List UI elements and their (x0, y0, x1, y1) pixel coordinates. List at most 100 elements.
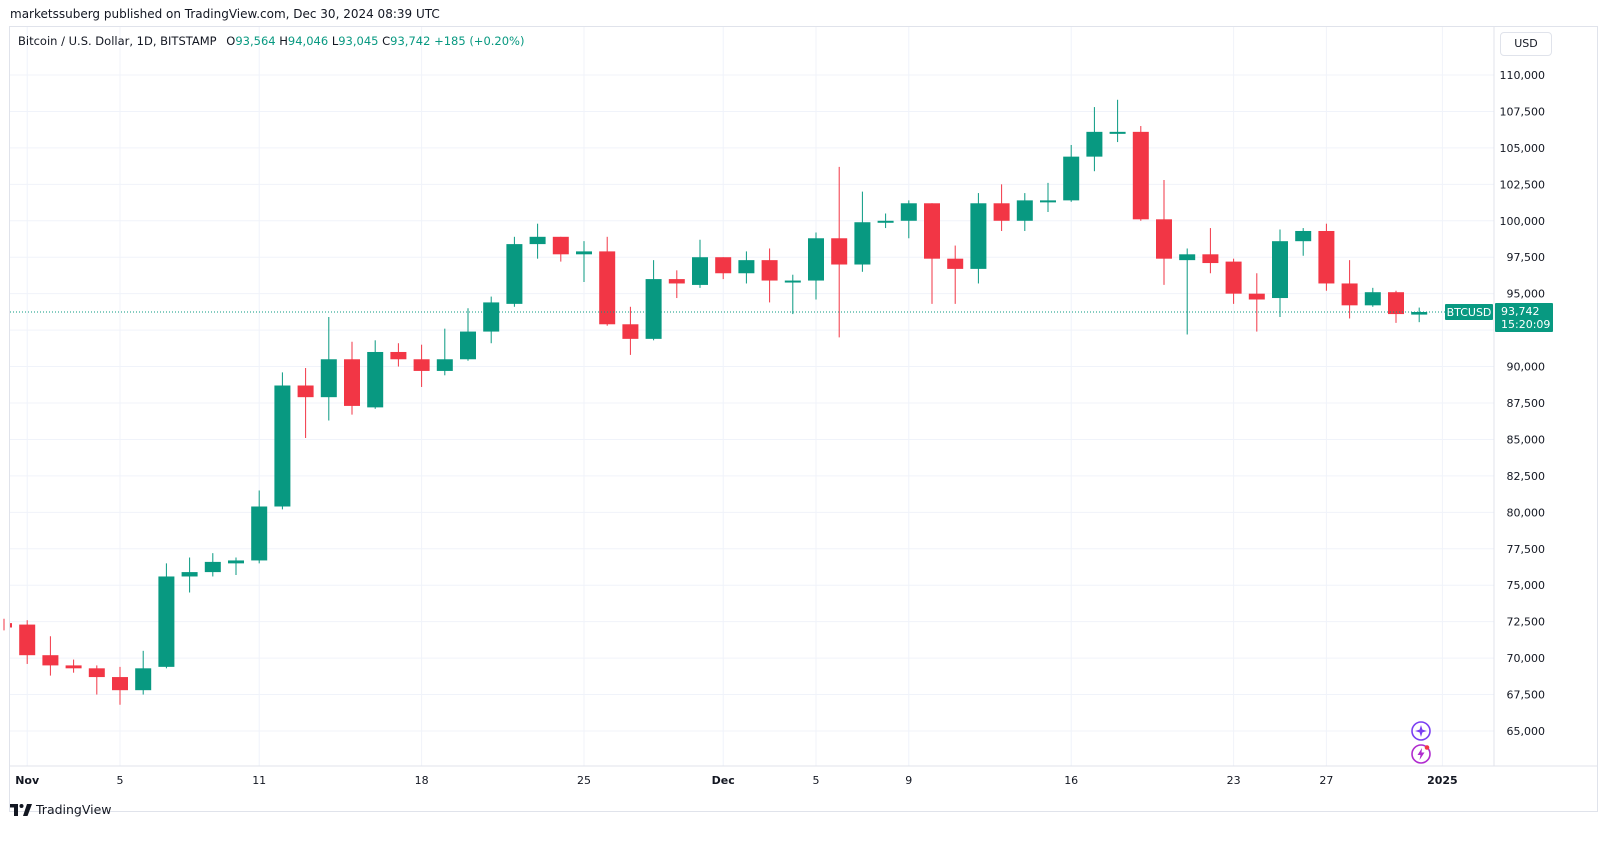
candle-body (251, 506, 268, 561)
legend-low-value: 93,045 (338, 34, 379, 48)
price-tick-label: 110,000 (1500, 69, 1546, 82)
price-tick-label: 95,000 (1507, 288, 1546, 301)
candle (784, 274, 801, 315)
candle (1202, 228, 1219, 274)
candle-body (65, 665, 82, 669)
candle (506, 236, 523, 307)
candle (715, 257, 732, 280)
candle (413, 344, 430, 387)
candle-body (1016, 200, 1033, 221)
footer-brand[interactable]: TradingView (10, 802, 112, 817)
candle-body (668, 279, 685, 284)
candle-body (367, 351, 384, 408)
time-tick-label: 16 (1064, 774, 1078, 787)
candle-body (1272, 241, 1288, 299)
candle (390, 343, 407, 367)
candle (483, 296, 500, 344)
legend-open-label: O (226, 34, 236, 48)
legend-close-label: C (382, 34, 391, 48)
legend-symbol[interactable]: Bitcoin / U.S. Dollar, 1D, BITSTAMP (18, 34, 217, 48)
price-tick-label: 82,500 (1507, 470, 1546, 483)
price-tick-label: 97,500 (1507, 251, 1546, 264)
candle (297, 368, 314, 438)
candle-body (1388, 292, 1404, 315)
candle-body (761, 260, 778, 281)
candle-body (1040, 200, 1056, 203)
last-price-label: 93,742 (1501, 305, 1540, 318)
grid-lines (10, 27, 1494, 766)
candle-body (483, 302, 500, 332)
candle-body (10, 623, 12, 628)
candle (645, 260, 662, 341)
candles (3, 99, 1428, 705)
price-tick-label: 65,000 (1507, 725, 1546, 738)
candle (1109, 99, 1126, 143)
candle (88, 665, 105, 695)
time-tick-label: 5 (813, 774, 820, 787)
candle (1156, 179, 1172, 285)
time-tick-label: 11 (252, 774, 266, 787)
candle (924, 203, 940, 304)
candle (877, 213, 894, 229)
candle-body (297, 385, 314, 398)
time-tick-label: 25 (577, 774, 591, 787)
candle (529, 223, 546, 259)
axes (10, 27, 1597, 767)
candle (1132, 126, 1149, 221)
candle (1411, 307, 1428, 323)
time-tick-label: Dec (712, 774, 735, 787)
candle (1248, 273, 1265, 332)
candle (65, 659, 82, 673)
candle-body (692, 257, 708, 285)
candle-body (1341, 283, 1358, 306)
candle-body (715, 257, 732, 274)
candle-body (1411, 312, 1428, 315)
candle-body (1295, 230, 1312, 242)
candle-body (831, 238, 848, 265)
candle-body (1063, 156, 1080, 201)
candle-body (970, 203, 987, 269)
candle (1016, 193, 1033, 231)
lightning-icon[interactable] (1410, 743, 1432, 765)
price-tick-label: 85,000 (1507, 433, 1546, 446)
price-tick-label: 107,500 (1500, 105, 1546, 118)
currency-button[interactable]: USD (1500, 32, 1552, 56)
candle-body (1179, 254, 1196, 261)
candle (19, 620, 36, 664)
price-tick-label: 100,000 (1500, 215, 1546, 228)
legend-low-label: L (331, 34, 339, 48)
candle (251, 490, 268, 564)
candle-body (645, 279, 662, 339)
candle-body (1109, 131, 1126, 134)
candle (436, 328, 453, 376)
time-tick-label: 9 (905, 774, 912, 787)
candle-body (19, 624, 36, 656)
candle (460, 308, 476, 361)
candle-body (622, 324, 639, 339)
candle-body (1202, 254, 1219, 264)
candle-body (738, 260, 755, 274)
time-tick-label: 2025 (1427, 774, 1458, 787)
candle (900, 200, 917, 239)
candle-body (320, 359, 337, 398)
candle-body (228, 560, 244, 564)
countdown-label: 15:20:09 (1501, 318, 1550, 331)
footer-brand-text: TradingView (36, 802, 112, 817)
candle (599, 236, 616, 326)
tradingview-logo-icon (10, 803, 32, 816)
candle (1179, 248, 1196, 335)
candle (808, 232, 824, 300)
candle-body (924, 203, 940, 259)
candle-body (877, 220, 894, 223)
legend-high-label: H (279, 34, 288, 48)
candle-body (460, 331, 476, 360)
legend-open-value: 93,564 (235, 34, 276, 48)
candle-body (436, 359, 453, 371)
candle (1295, 228, 1312, 256)
candle-body (506, 244, 523, 304)
publisher-line: marketssuberg published on TradingView.c… (10, 7, 440, 21)
candle (367, 340, 384, 409)
legend-change-value: +185 (+0.20%) (434, 34, 525, 48)
sparkle-icon[interactable] (1410, 720, 1432, 742)
